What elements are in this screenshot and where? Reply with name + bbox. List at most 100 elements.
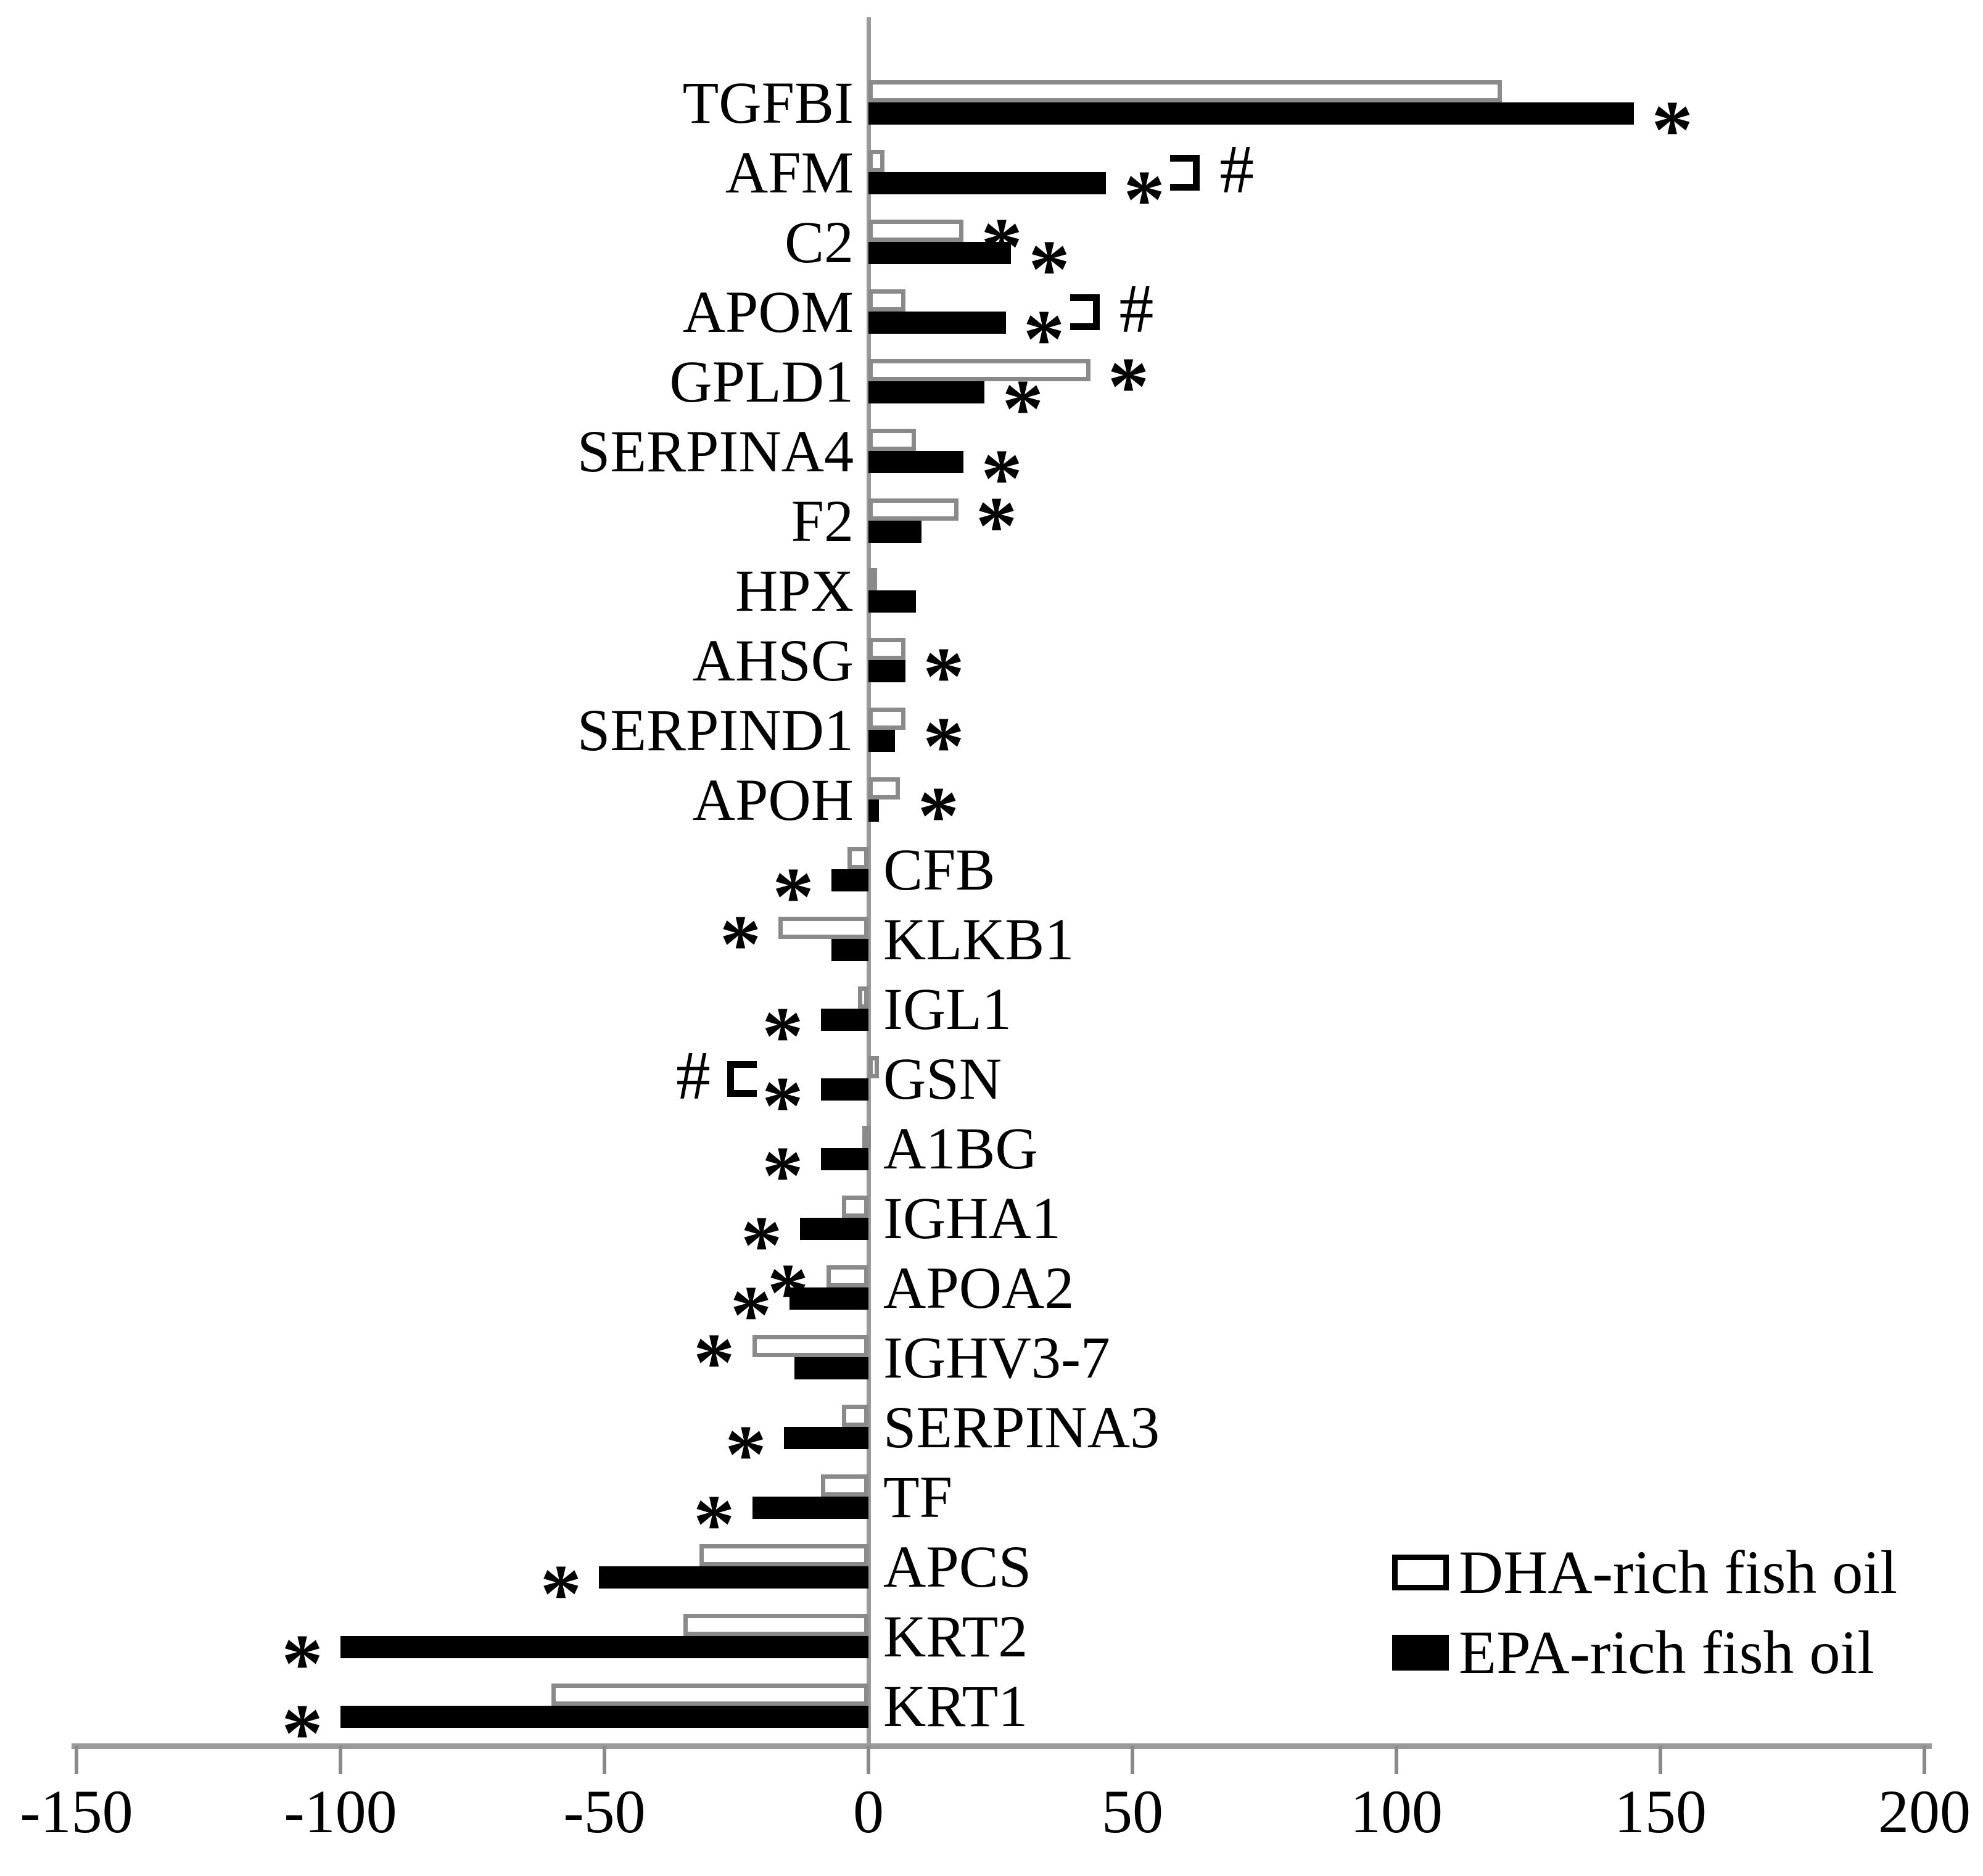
gene-label: APOH [692,767,854,833]
gene-label: A1BG [883,1115,1038,1181]
bar-epa-A1BG [820,1148,868,1170]
significance-star: * [725,1408,767,1501]
axis-tick-label: -150 [20,1777,133,1846]
axis-tick [1395,1746,1398,1774]
significance-star: * [762,990,804,1083]
bar-epa-SERPIND1 [868,730,895,752]
gene-label: IGHA1 [883,1185,1061,1251]
legend-swatch-dha-icon [1392,1555,1449,1590]
bar-epa-KRT2 [340,1636,868,1658]
axis-tick-label: -100 [284,1777,397,1846]
significance-star: * [281,1687,323,1780]
significance-star: * [1028,223,1070,316]
axis-tick [339,1746,342,1774]
significance-star: * [730,1269,772,1362]
axis-tick-label: 0 [853,1777,884,1846]
bar-epa-GPLD1 [868,381,985,403]
axis-tick [1923,1746,1926,1774]
bar-dha-APCS [699,1544,868,1566]
x-axis-line [72,1743,1932,1749]
bar-dha-APOH [868,777,901,800]
axis-tick [1659,1746,1662,1774]
gene-label: APOA2 [883,1255,1074,1321]
bar-dha-A1BG [862,1126,871,1148]
significance-star: * [719,898,762,991]
bar-dha-C2 [868,220,964,242]
significance-star: * [917,770,960,862]
y-axis-line [867,17,871,1745]
gene-label: AHSG [692,627,854,693]
bar-dha-SERPINA4 [868,429,917,451]
legend-swatch-epa-icon [1392,1635,1449,1671]
bar-epa-APOA2 [789,1287,868,1310]
bar-dha-GPLD1 [868,359,1090,381]
gene-label: CFB [883,837,996,903]
significance-star: * [1002,363,1044,455]
axis-tick-label: 150 [1614,1777,1707,1846]
bar-dha-SERPINA3 [842,1405,868,1427]
legend-label-dha: DHA-rich fish oil [1459,1538,1897,1606]
bar-dha-HPX [868,568,877,590]
significance-star: * [693,1316,735,1409]
bar-dha-KRT1 [551,1684,868,1706]
bar-epa-SERPINA4 [868,451,964,473]
gene-label: IGL1 [883,976,1012,1042]
gene-label: SERPINA4 [577,418,854,484]
axis-tick-label: -50 [563,1777,646,1846]
significance-star: * [1023,293,1065,386]
gene-label: SERPIND1 [577,697,854,763]
bar-epa-TGFBI [868,102,1635,125]
bar-dha-AHSG [868,638,905,660]
bar-dha-GSN [868,1056,880,1078]
axis-tick-label: 200 [1878,1777,1971,1846]
bar-epa-TF [752,1497,868,1519]
significance-star: * [693,1478,735,1571]
axis-tick-label: 50 [1102,1777,1163,1846]
significance-star: * [762,1060,804,1152]
gene-label: KRT2 [883,1603,1028,1669]
bar-dha-APOM [868,289,905,312]
hash-symbol: # [675,1037,711,1114]
bar-dha-IGHV3-7 [752,1335,868,1357]
gene-label: APCS [883,1534,1032,1600]
legend-label-epa: EPA-rich fish oil [1459,1618,1875,1687]
bar-epa-C2 [868,242,1012,264]
gene-label: GSN [883,1046,1002,1112]
bar-epa-HPX [868,590,917,613]
gene-label: IGHV3-7 [883,1324,1110,1390]
bar-epa-KRT1 [340,1706,868,1728]
bar-epa-CFB [831,869,868,891]
bar-dha-APOA2 [826,1265,868,1287]
gene-label: KRT1 [883,1673,1028,1739]
bar-dha-TF [820,1474,868,1497]
significance-star: * [1123,154,1165,246]
bar-epa-IGHV3-7 [794,1357,868,1379]
bar-epa-AHSG [868,660,905,682]
gene-label: C2 [784,209,854,275]
axis-tick [867,1746,870,1774]
bar-epa-IGL1 [820,1009,868,1031]
comparison-bracket [727,1061,757,1097]
bar-epa-APCS [599,1566,868,1589]
significance-star: * [772,851,814,943]
bar-dha-KLKB1 [778,917,868,939]
bar-epa-IGHA1 [799,1218,868,1240]
axis-tick [75,1746,78,1774]
comparison-bracket [1070,294,1100,330]
bar-dha-CFB [847,847,868,869]
bar-epa-APOM [868,312,1006,334]
gene-label: AFM [725,139,854,205]
bar-dha-KRT2 [683,1614,868,1636]
significance-star: * [923,630,965,723]
bar-epa-F2 [868,521,921,543]
axis-tick-label: 100 [1350,1777,1443,1846]
significance-star: * [762,1130,804,1222]
bar-dha-IGHA1 [842,1196,868,1218]
gene-label: APOM [682,279,854,345]
bar-dha-AFM [868,150,884,172]
significance-star: * [923,700,965,793]
significance-star: * [1651,84,1693,176]
gene-label: KLKB1 [883,906,1074,972]
axis-tick [1131,1746,1134,1774]
gene-label: TF [883,1464,953,1530]
